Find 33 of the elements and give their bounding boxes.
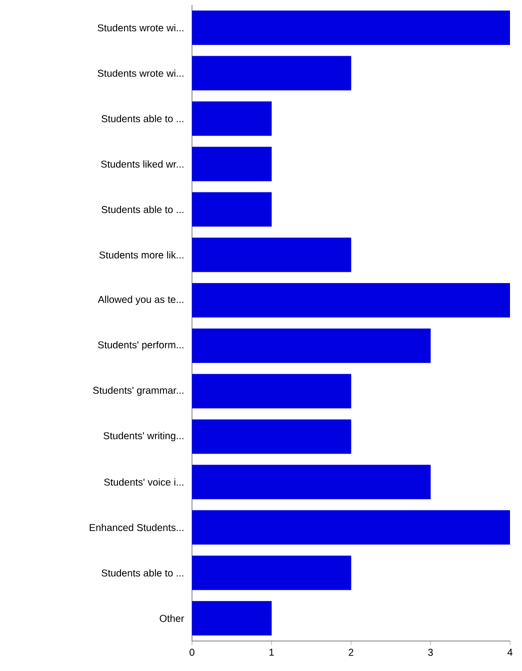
bar <box>192 10 510 45</box>
bar <box>192 464 431 500</box>
y-tick-label: Other <box>160 614 184 622</box>
bar <box>192 601 272 636</box>
x-tick-label: 2 <box>348 648 354 656</box>
y-tick-label: Students more lik... <box>99 251 184 259</box>
bar <box>192 328 431 363</box>
x-tick-label: 4 <box>507 648 512 656</box>
y-tick-label: Students' voice i... <box>104 478 184 486</box>
y-tick-label: Enhanced Students... <box>90 524 184 532</box>
y-tick-label: Students' grammar... <box>93 386 184 396</box>
y-tick-label: Allowed you as te... <box>98 296 184 305</box>
x-tick-label: 3 <box>428 648 433 656</box>
y-tick-label: Students able to ... <box>102 114 184 122</box>
bar <box>192 374 352 408</box>
bar <box>192 146 272 182</box>
bar <box>192 556 352 590</box>
x-tick-label: 1 <box>269 648 274 656</box>
bar <box>192 56 352 90</box>
bar <box>192 283 510 318</box>
bar <box>192 510 510 545</box>
y-tick-label: Students able to ... <box>102 206 184 214</box>
bar <box>192 419 352 454</box>
y-tick-label: Students liked wr... <box>101 160 184 168</box>
y-tick-label: Students wrote wi... <box>98 24 184 32</box>
y-tick-label: Students' writing... <box>104 432 184 442</box>
bar <box>192 238 352 272</box>
y-tick-label: Students able to ... <box>102 569 184 577</box>
bar <box>192 101 272 136</box>
y-tick-label: Students' perform... <box>98 341 184 350</box>
y-tick-label: Students wrote wi... <box>98 69 184 77</box>
bar <box>192 192 272 227</box>
x-tick-label: 0 <box>190 648 194 656</box>
